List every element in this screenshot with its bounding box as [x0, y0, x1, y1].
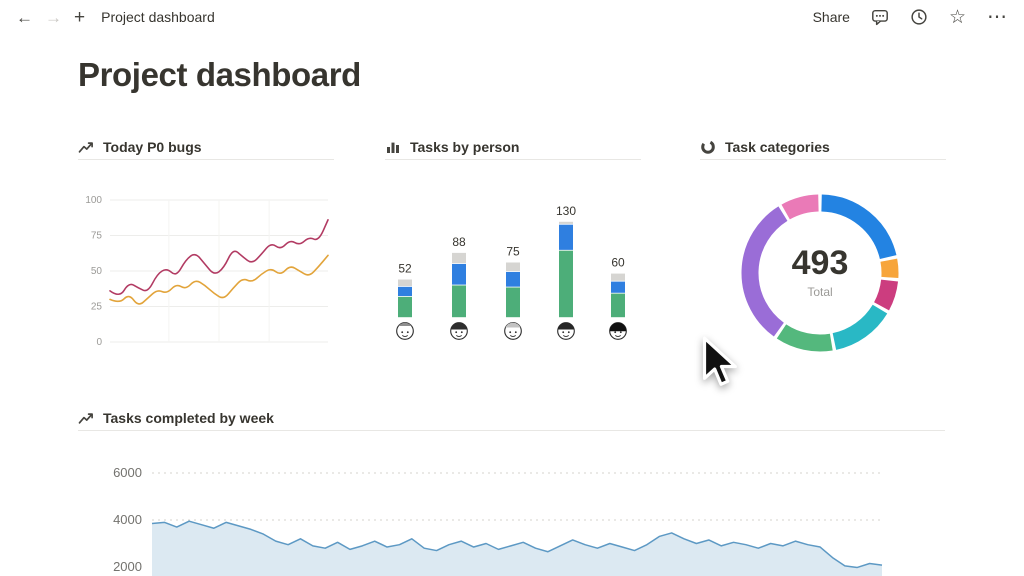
- svg-text:75: 75: [91, 231, 103, 242]
- card-task-categories: Task categories 493 Total: [700, 135, 946, 352]
- avatar: [504, 322, 522, 340]
- breadcrumb[interactable]: Project dashboard: [101, 9, 215, 25]
- svg-text:25: 25: [91, 302, 103, 313]
- task-categories-donut-chart: [741, 194, 899, 352]
- card-tasks-by-person: Tasks by person 52 88 75 130 60: [385, 135, 641, 340]
- svg-text:6000: 6000: [113, 465, 142, 480]
- card-tasks-by-person-header: Tasks by person: [385, 135, 641, 160]
- page-title: Project dashboard: [78, 56, 361, 93]
- svg-text:50: 50: [91, 266, 103, 277]
- forward-icon[interactable]: →: [45, 7, 62, 27]
- card-title: Task categories: [725, 139, 830, 155]
- svg-text:2000: 2000: [113, 559, 142, 574]
- favorite-star-icon[interactable]: ☆: [948, 6, 966, 28]
- card-title: Tasks by person: [410, 139, 520, 155]
- svg-text:75: 75: [506, 245, 520, 259]
- share-button[interactable]: Share: [812, 9, 850, 25]
- tasks-by-person-bar-chart: 52 88 75 130 60: [396, 204, 627, 340]
- svg-text:130: 130: [556, 204, 576, 218]
- topbar-right: Share ☆ ⋯: [813, 7, 1008, 27]
- line-chart-icon: [78, 142, 93, 153]
- card-today-p0-bugs-header: Today P0 bugs: [78, 135, 334, 160]
- card-task-categories-header: Task categories: [700, 135, 946, 160]
- bar-chart-icon: [387, 142, 399, 153]
- updates-clock-icon[interactable]: [910, 8, 928, 26]
- topbar: ← → + Project dashboard Share ☆ ⋯: [0, 0, 1024, 34]
- svg-text:100: 100: [85, 195, 102, 206]
- svg-text:52: 52: [398, 262, 412, 276]
- card-title: Tasks completed by week: [103, 410, 274, 426]
- tasks-by-week-area-chart: 6000 4000 2000: [113, 465, 883, 576]
- comments-icon[interactable]: [871, 8, 889, 26]
- add-page-icon[interactable]: +: [74, 6, 86, 28]
- topbar-left: ← → + Project dashboard: [16, 8, 215, 27]
- more-options-icon[interactable]: ⋯: [987, 6, 1008, 28]
- svg-text:88: 88: [452, 235, 466, 249]
- avatar: [396, 322, 414, 340]
- avatar: [609, 322, 627, 340]
- card-today-p0-bugs: Today P0 bugs 0 25 50 75 100: [78, 135, 334, 348]
- mouse-cursor: [702, 336, 737, 386]
- line-chart-icon: [78, 413, 93, 424]
- avatar: [557, 322, 575, 340]
- donut-chart-icon: [701, 140, 715, 154]
- avatar: [450, 322, 468, 340]
- svg-text:0: 0: [96, 337, 102, 348]
- card-tasks-by-week-header: Tasks completed by week: [78, 406, 945, 431]
- svg-text:4000: 4000: [113, 512, 142, 527]
- card-tasks-by-week: Tasks completed by week: [78, 406, 945, 431]
- card-title: Today P0 bugs: [103, 139, 202, 155]
- back-icon[interactable]: ←: [16, 7, 33, 27]
- p0-bugs-line-chart: 0 25 50 75 100: [85, 195, 329, 348]
- svg-text:60: 60: [611, 256, 625, 270]
